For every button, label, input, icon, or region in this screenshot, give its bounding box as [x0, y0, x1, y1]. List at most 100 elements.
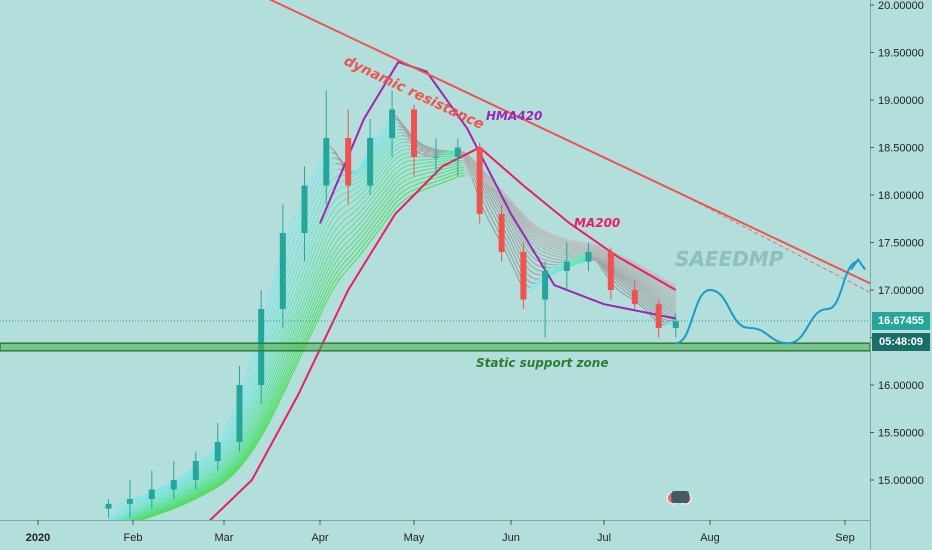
ribbon-segment [460, 153, 465, 155]
ribbon-segment [294, 276, 299, 286]
ribbon-segment [164, 501, 168, 504]
ribbon-segment [115, 523, 118, 525]
ribbon-segment [288, 301, 293, 311]
ribbon-segment [170, 506, 174, 509]
ribbon-segment [644, 273, 649, 277]
ribbon-segment [448, 156, 452, 159]
ribbon-segment [665, 293, 670, 296]
ribbon-segment [510, 202, 515, 208]
ribbon-segment [251, 366, 256, 377]
ribbon-segment [142, 507, 146, 511]
ribbon-segment [572, 262, 577, 264]
ribbon-segment [529, 263, 534, 268]
ribbon-segment [648, 283, 653, 287]
ribbon-segment [135, 496, 140, 499]
ribbon-segment [135, 513, 140, 517]
ribbon-segment [319, 196, 324, 204]
ribbon-segment [198, 494, 203, 497]
ribbon-segment [220, 478, 225, 482]
ribbon-segment [551, 260, 555, 263]
ribbon-segment [207, 456, 212, 461]
ribbon-segment [404, 156, 408, 159]
ribbon-segment [276, 372, 281, 382]
ribbon-segment [109, 530, 112, 531]
ribbon-segment [313, 288, 318, 297]
ribbon-segment [404, 169, 408, 173]
ribbon-segment [248, 434, 253, 441]
ribbon-segment [201, 459, 206, 463]
ribbon-segment [263, 379, 268, 388]
ribbon-segment [173, 489, 178, 493]
ribbon-segment [572, 243, 577, 246]
ribbon-segment [297, 335, 302, 344]
ribbon-segment [668, 312, 673, 315]
ribbon-segment [120, 502, 125, 505]
ribbon-segment [242, 451, 247, 457]
ribbon-segment [179, 496, 184, 499]
ribbon-segment [226, 449, 231, 455]
plot-area[interactable] [0, 0, 870, 520]
ribbon-segment [226, 431, 231, 439]
ribbon-segment [276, 362, 281, 372]
ribbon-segment [526, 278, 530, 283]
ribbon-segment [382, 151, 387, 157]
ribbon-segment [507, 198, 512, 202]
ribbon-segment [631, 283, 636, 287]
ribbon-segment [173, 502, 178, 505]
ribbon-segment [245, 419, 250, 427]
ribbon-segment [522, 239, 527, 246]
ribbon-segment [529, 289, 533, 293]
ribbon-segment [204, 464, 209, 468]
ribbon-segment [164, 502, 168, 505]
ribbon-segment [360, 223, 365, 229]
ribbon-segment [154, 509, 159, 512]
ribbon-segment [658, 278, 663, 282]
ribbon-segment [109, 528, 112, 530]
ribbon-segment [385, 170, 390, 176]
ribbon-segment [294, 352, 299, 361]
ribbon-segment [382, 144, 387, 149]
ribbon-segment [242, 436, 247, 443]
ribbon-segment [661, 297, 666, 301]
ribbon-segment [620, 287, 625, 292]
price-axis[interactable] [870, 0, 932, 550]
ribbon-segment [448, 163, 452, 166]
ribbon-segment [360, 201, 365, 207]
ribbon-segment [350, 217, 355, 222]
ribbon-segment [569, 245, 574, 248]
ribbon-segment [529, 253, 534, 258]
ribbon-segment [319, 162, 324, 170]
ribbon-segment [316, 253, 321, 262]
ribbon-segment [454, 176, 458, 179]
ribbon-segment [445, 173, 449, 176]
ribbon-segment [648, 275, 653, 279]
ribbon-segment [148, 505, 153, 509]
ribbon-segment [637, 265, 642, 268]
ribbon-segment [432, 180, 437, 184]
ribbon-segment [341, 261, 346, 266]
ribbon-segment [665, 303, 670, 307]
ribbon-segment [332, 151, 336, 155]
ribbon-segment [232, 404, 237, 414]
ribbon-segment [541, 247, 546, 250]
ribbon-segment [266, 364, 272, 374]
ribbon-segment [347, 220, 352, 224]
ribbon-segment [485, 194, 490, 201]
ribbon-segment [382, 179, 387, 185]
ribbon-segment [189, 476, 193, 480]
ribbon-segment [328, 211, 333, 218]
ribbon-segment [665, 285, 670, 289]
ribbon-segment [641, 284, 646, 288]
ribbon-segment [535, 246, 540, 250]
ribbon-segment [242, 377, 247, 388]
ribbon-segment [251, 439, 256, 446]
ribbon-segment [114, 510, 119, 515]
ribbon-segment [121, 523, 124, 524]
time-axis[interactable] [0, 520, 870, 550]
ribbon-segment [310, 328, 315, 336]
ribbon-segment [379, 141, 384, 146]
ribbon-segment [347, 249, 352, 254]
ribbon-segment [251, 382, 256, 392]
ribbon-segment [198, 495, 203, 498]
ribbon-segment [404, 183, 408, 187]
